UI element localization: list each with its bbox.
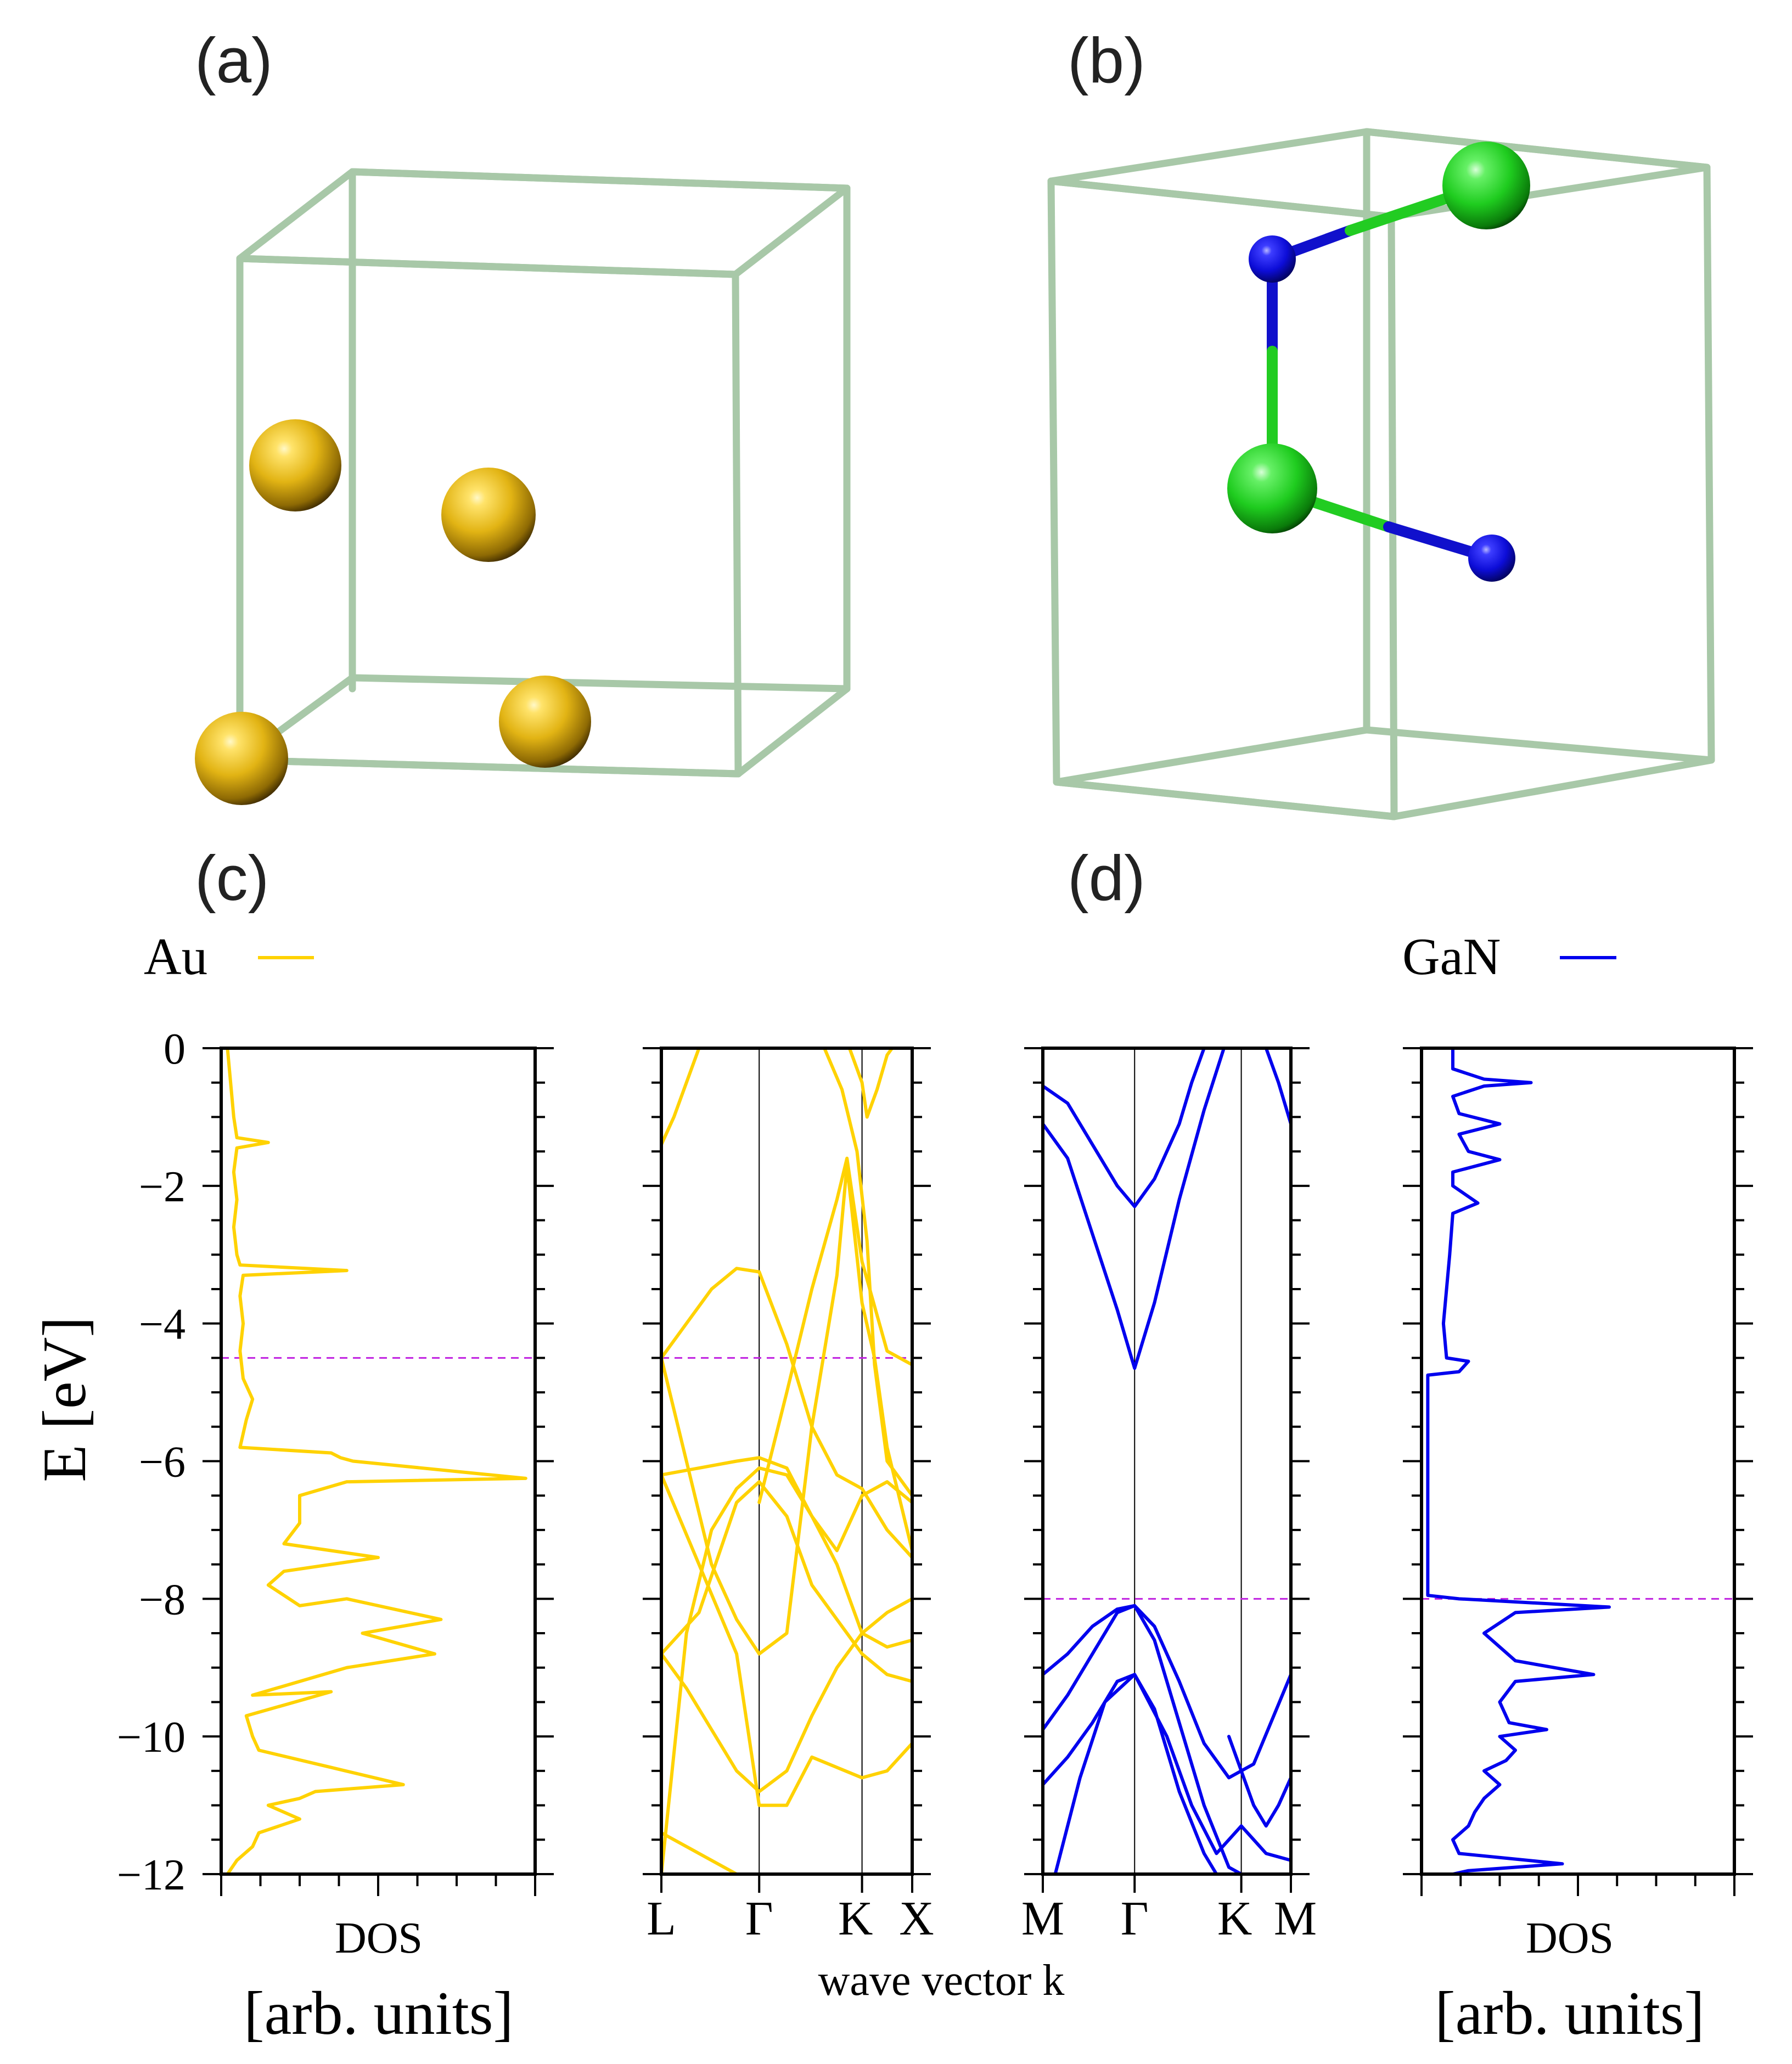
band-line: [661, 1267, 912, 1560]
legend-au: Au: [144, 927, 314, 986]
band-line: [757, 1156, 912, 1504]
y-tick-label: −8: [139, 1576, 186, 1624]
kpoint-label: K: [838, 1892, 873, 1945]
dos-curve: [1426, 1048, 1611, 1874]
gan-dos-units: [arb. units]: [1435, 1979, 1704, 2048]
legend-au-label: Au: [144, 927, 207, 986]
dos-curve: [226, 1048, 527, 1874]
band-line: [1053, 1673, 1291, 1874]
band-line: [661, 1597, 912, 1793]
y-tick-label: −2: [139, 1163, 186, 1211]
band-line: [661, 1473, 912, 1807]
n-atom: [1249, 235, 1296, 283]
plot-frame: [1420, 1047, 1736, 1876]
y-tick-label: −10: [117, 1713, 186, 1762]
plot-frame: [660, 1047, 914, 1876]
plot-gan-dos: [1403, 1047, 1753, 1896]
au-atom: [249, 419, 341, 511]
panel-label-b: (b): [1068, 25, 1145, 96]
ga-atom: [1227, 443, 1317, 533]
band-line: [1043, 1048, 1206, 1208]
panel-label-d: (d): [1068, 842, 1145, 914]
kpoint-label: X: [899, 1892, 934, 1945]
y-axis-label: E [eV]: [31, 1317, 99, 1482]
kpoint-label: Γ: [1121, 1892, 1149, 1945]
kpoint-label: Γ: [745, 1892, 773, 1945]
plot-au-dos: [203, 1047, 554, 1896]
kpoint-label: L: [647, 1892, 676, 1945]
au-dos-units: [arb. units]: [244, 1979, 513, 2048]
gan-cell-back-edges: [1363, 128, 1715, 764]
y-tick-labels: 0 −2 −4 −6 −8 −10 −12: [117, 1025, 186, 1899]
band-line: [1043, 1673, 1218, 1874]
y-tick-label: −12: [117, 1851, 186, 1899]
band-line: [1043, 1604, 1243, 1874]
band-line: [661, 1048, 701, 1146]
au-atom: [499, 676, 591, 768]
y-tick-label: 0: [164, 1025, 186, 1073]
gan-cell-front-face: [1047, 177, 1398, 820]
au-cell-front-face: [236, 255, 742, 778]
gan-cell-top-face: [1047, 128, 1711, 221]
kpoint-label: K: [1217, 1892, 1252, 1945]
band-line: [1264, 1048, 1291, 1126]
legend-gan: GaN: [1402, 927, 1616, 986]
gan-dos-xlabel: DOS: [1526, 1914, 1614, 1962]
y-tick-label: −6: [139, 1438, 186, 1487]
plot-gan-bands: [1024, 1047, 1310, 1893]
band-line: [823, 1048, 912, 1498]
band-line: [661, 1466, 912, 1874]
kpoint-label: M: [1021, 1892, 1064, 1945]
plot-au-bands: [643, 1047, 931, 1893]
au-atoms: [195, 419, 591, 805]
legend-gan-label: GaN: [1402, 927, 1501, 986]
gan-unit-cell: [1047, 128, 1715, 820]
bands-xlabel: wave vector k: [818, 1956, 1065, 2005]
au-dos-xlabel: DOS: [335, 1914, 423, 1962]
au-unit-cell: [236, 168, 851, 778]
band-line: [1043, 1604, 1291, 1780]
band-line: [1227, 1735, 1291, 1828]
au-atom: [195, 712, 288, 805]
band-line: [1043, 1048, 1226, 1370]
gan-cell-bottom-face: [1053, 726, 1715, 820]
band-line: [661, 1831, 739, 1874]
y-tick-label: −4: [139, 1301, 186, 1349]
panel-label-a: (a): [195, 25, 273, 96]
ga-atom: [1442, 142, 1530, 229]
kpoint-label: M: [1274, 1892, 1317, 1945]
band-line: [847, 1048, 894, 1119]
gan-atoms: [1227, 142, 1530, 582]
band-line: [661, 1456, 912, 1649]
panel-label-c: (c): [195, 842, 269, 914]
au-atom: [441, 468, 536, 562]
n-atom: [1468, 535, 1515, 582]
band-line: [661, 1480, 912, 1683]
plot-frame: [220, 1047, 537, 1876]
